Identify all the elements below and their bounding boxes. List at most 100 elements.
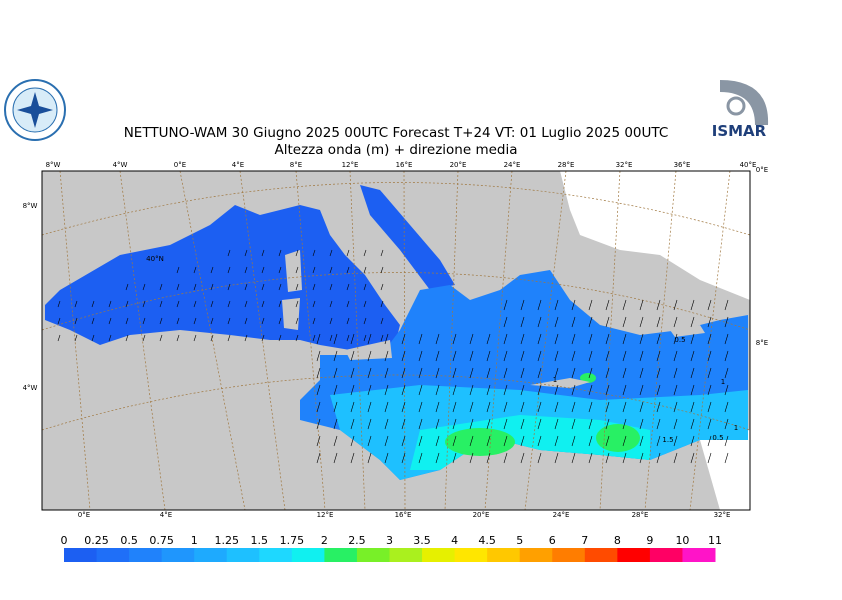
arrow xyxy=(384,435,389,447)
arrow xyxy=(278,266,282,274)
arrow xyxy=(537,435,542,447)
arrow xyxy=(588,452,593,464)
arrow xyxy=(469,384,474,396)
arrow xyxy=(605,384,610,396)
arrow xyxy=(142,317,146,325)
arrow xyxy=(278,283,282,291)
colorbar-label: 5 xyxy=(516,534,523,547)
arrow xyxy=(537,384,542,396)
arrow xyxy=(333,418,338,430)
arrow xyxy=(91,317,95,325)
arrow xyxy=(384,418,389,430)
arrow xyxy=(503,435,508,447)
arrow xyxy=(244,249,248,257)
arrow xyxy=(690,418,695,430)
contour-label: 0.5 xyxy=(674,336,685,344)
arrow xyxy=(554,367,559,379)
arrow xyxy=(673,299,678,311)
arrow xyxy=(571,418,576,430)
arrow xyxy=(295,283,299,291)
arrow xyxy=(176,317,180,325)
arrow xyxy=(520,316,525,328)
arrow xyxy=(418,333,423,345)
arrow xyxy=(520,384,525,396)
arrow xyxy=(622,401,627,413)
arrow xyxy=(176,300,180,308)
arrow xyxy=(554,299,559,311)
colorbar-label: 0.75 xyxy=(149,534,174,547)
arrow xyxy=(380,283,384,291)
arrow xyxy=(316,384,321,396)
arrow xyxy=(227,334,231,342)
sea-west xyxy=(45,205,400,355)
arrow xyxy=(312,317,316,325)
arrow xyxy=(261,317,265,325)
arrow xyxy=(244,334,248,342)
arrow xyxy=(350,418,355,430)
arrow xyxy=(125,283,129,291)
arrow xyxy=(656,367,661,379)
arrow xyxy=(724,350,729,362)
arrow xyxy=(707,333,712,345)
arrow xyxy=(142,300,146,308)
top-label: 4°W xyxy=(113,161,128,169)
top-label: 8°W xyxy=(46,161,61,169)
arrow xyxy=(537,401,542,413)
colorbar-label: 1 xyxy=(191,534,198,547)
arrow xyxy=(401,367,406,379)
arrow xyxy=(384,350,389,362)
arrow xyxy=(486,350,491,362)
arrow xyxy=(520,401,525,413)
arrow xyxy=(622,299,627,311)
arrow xyxy=(418,401,423,413)
colorbar-label: 1.25 xyxy=(215,534,240,547)
arrow xyxy=(588,333,593,345)
arrow xyxy=(571,316,576,328)
arrow xyxy=(227,317,231,325)
right-label: 0°E xyxy=(756,166,768,174)
sea-shade xyxy=(596,424,640,452)
colorbar-box xyxy=(552,548,586,562)
arrow xyxy=(588,350,593,362)
arrow xyxy=(724,333,729,345)
contour-label: 1.5 xyxy=(662,436,673,444)
arrow xyxy=(588,401,593,413)
arrow xyxy=(333,367,338,379)
arrow xyxy=(244,317,248,325)
arrow xyxy=(210,317,214,325)
arrow xyxy=(486,435,491,447)
arrow xyxy=(537,299,542,311)
arrow xyxy=(452,401,457,413)
arrow xyxy=(125,317,129,325)
arrow xyxy=(401,384,406,396)
arrow xyxy=(316,333,321,345)
arrow xyxy=(159,283,163,291)
arrow xyxy=(537,418,542,430)
arrow xyxy=(537,316,542,328)
sea-shade xyxy=(445,428,515,456)
arrow xyxy=(367,452,372,464)
arrow xyxy=(350,333,355,345)
colorbar-box xyxy=(226,548,260,562)
arrow xyxy=(329,249,333,257)
colorbar-label: 1.75 xyxy=(280,534,305,547)
arrow xyxy=(452,333,457,345)
arrow xyxy=(333,435,338,447)
arrow xyxy=(312,266,316,274)
arrow xyxy=(588,418,593,430)
arrow xyxy=(503,384,508,396)
arrow xyxy=(724,299,729,311)
arrow xyxy=(418,418,423,430)
arrow xyxy=(329,300,333,308)
arrow xyxy=(367,367,372,379)
arrow xyxy=(724,452,729,464)
arrow xyxy=(571,384,576,396)
arrow xyxy=(639,401,644,413)
arrow xyxy=(367,401,372,413)
arrow xyxy=(639,452,644,464)
colorbar-label: 3.5 xyxy=(413,534,431,547)
arrow xyxy=(707,299,712,311)
arrow xyxy=(605,435,610,447)
arrow xyxy=(605,316,610,328)
